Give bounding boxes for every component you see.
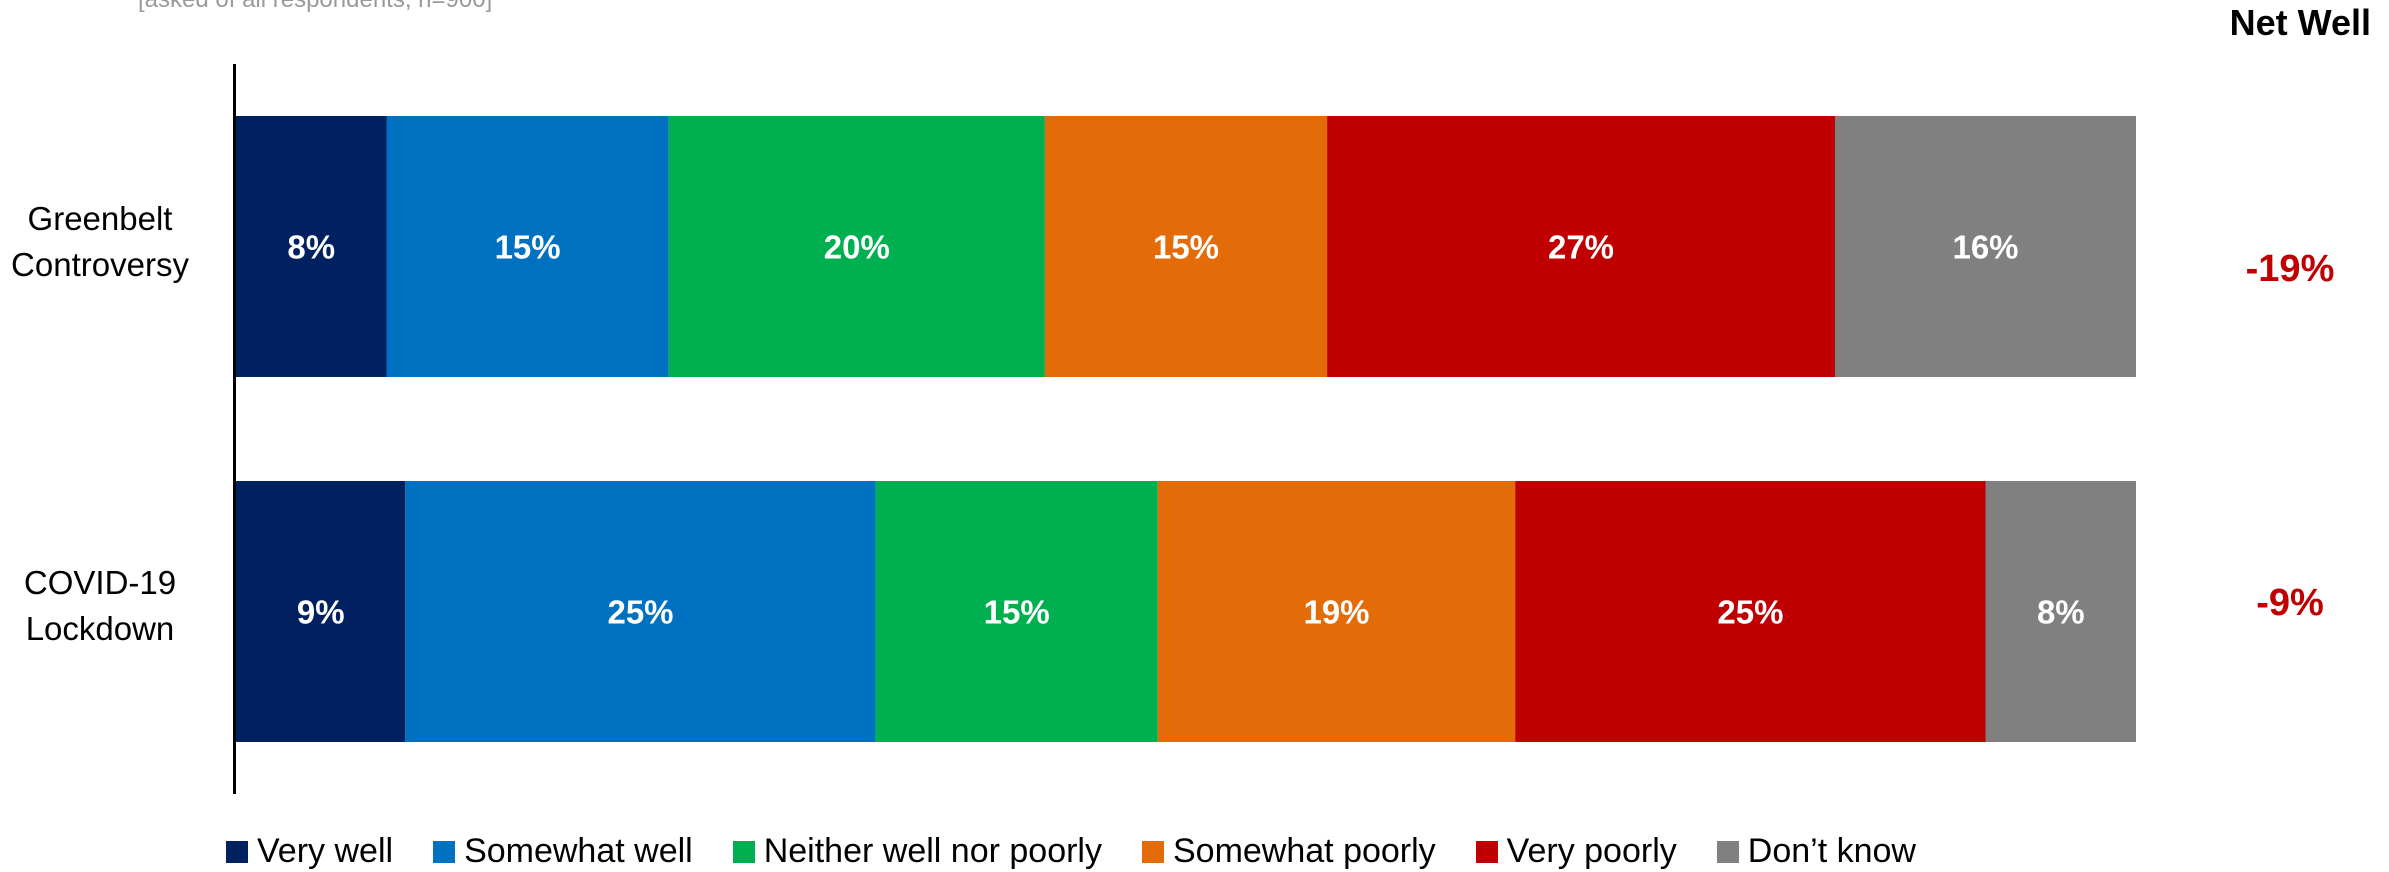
stacked-bar-chart: 8% 15% 20% 15% 27% 16% 9% 25% 15% 19% 25% 8%: [236, 116, 2136, 742]
legend-item-somewhat-well: Somewhat well: [433, 832, 693, 871]
legend-label: Neither well nor poorly: [763, 832, 1102, 870]
legend-label: Somewhat well: [464, 832, 693, 870]
row-label-line: Controversy: [11, 246, 189, 283]
bar-segment: [1835, 116, 2136, 377]
y-axis-line: [233, 64, 236, 794]
row-label-line: Greenbelt: [27, 200, 173, 237]
legend-swatch-somewhat-poorly: [1141, 840, 1164, 863]
bar-data-label: 25%: [1717, 594, 1783, 631]
bar-data-label: 9%: [297, 594, 345, 631]
legend-swatch-very-well: [226, 840, 248, 863]
chart-subtitle: [asked of all respondents, n=900]: [138, 0, 492, 14]
legend-item-dont-know: Don’t know: [1716, 832, 1916, 871]
bar-data-label: 19%: [1303, 594, 1369, 631]
legend-item-neither: Neither well nor poorly: [732, 832, 1102, 871]
bar-data-label: 27%: [1548, 229, 1614, 266]
legend-item-very-poorly: Very poorly: [1475, 832, 1677, 871]
bar-data-label: 16%: [1952, 229, 2018, 266]
bar-data-label: 25%: [607, 594, 673, 631]
legend-swatch-somewhat-well: [433, 840, 456, 863]
chart-legend: Very well Somewhat well Neither well nor…: [226, 832, 1916, 871]
bar-segment: [875, 481, 1158, 742]
bar-data-label: 8%: [2037, 594, 2085, 631]
bar-data-label: 15%: [1153, 229, 1219, 266]
row-label-line: Lockdown: [25, 610, 175, 647]
bar-segment: [1985, 481, 2136, 742]
bar-data-label: 20%: [824, 229, 890, 266]
bar-segment: [1044, 116, 1328, 377]
legend-swatch-dont-know: [1716, 840, 1739, 863]
net-well-value-greenbelt: -19%: [2245, 248, 2335, 290]
bar-segment: [668, 116, 1045, 377]
bar-segment: [1327, 116, 1835, 377]
bar-segment: [386, 116, 669, 377]
legend-item-very-well: Very well: [226, 832, 393, 871]
net-well-header: Net Well: [2229, 2, 2371, 43]
bar-segment: [1515, 481, 1986, 742]
bar-data-label: 15%: [495, 229, 561, 266]
legend-label: Don’t know: [1747, 832, 1916, 870]
bar-segment: [236, 116, 387, 377]
legend-label: Very well: [257, 832, 394, 870]
row-label-greenbelt: Greenbelt Controversy: [0, 196, 200, 288]
bar-segment: [405, 481, 876, 742]
bar-segment: [236, 481, 406, 742]
legend-swatch-neither: [732, 840, 755, 863]
bar-data-label: 8%: [287, 229, 335, 266]
row-label-line: COVID-19: [23, 564, 177, 601]
legend-item-somewhat-poorly: Somewhat poorly: [1141, 832, 1436, 871]
bar-segment: [1157, 481, 1516, 742]
legend-label: Somewhat poorly: [1172, 832, 1436, 870]
net-well-value-covid: -9%: [2256, 582, 2324, 624]
legend-swatch-very-poorly: [1475, 840, 1498, 863]
legend-label: Very poorly: [1506, 832, 1677, 870]
bar-data-label: 15%: [984, 594, 1050, 631]
row-label-covid: COVID-19 Lockdown: [0, 560, 200, 652]
